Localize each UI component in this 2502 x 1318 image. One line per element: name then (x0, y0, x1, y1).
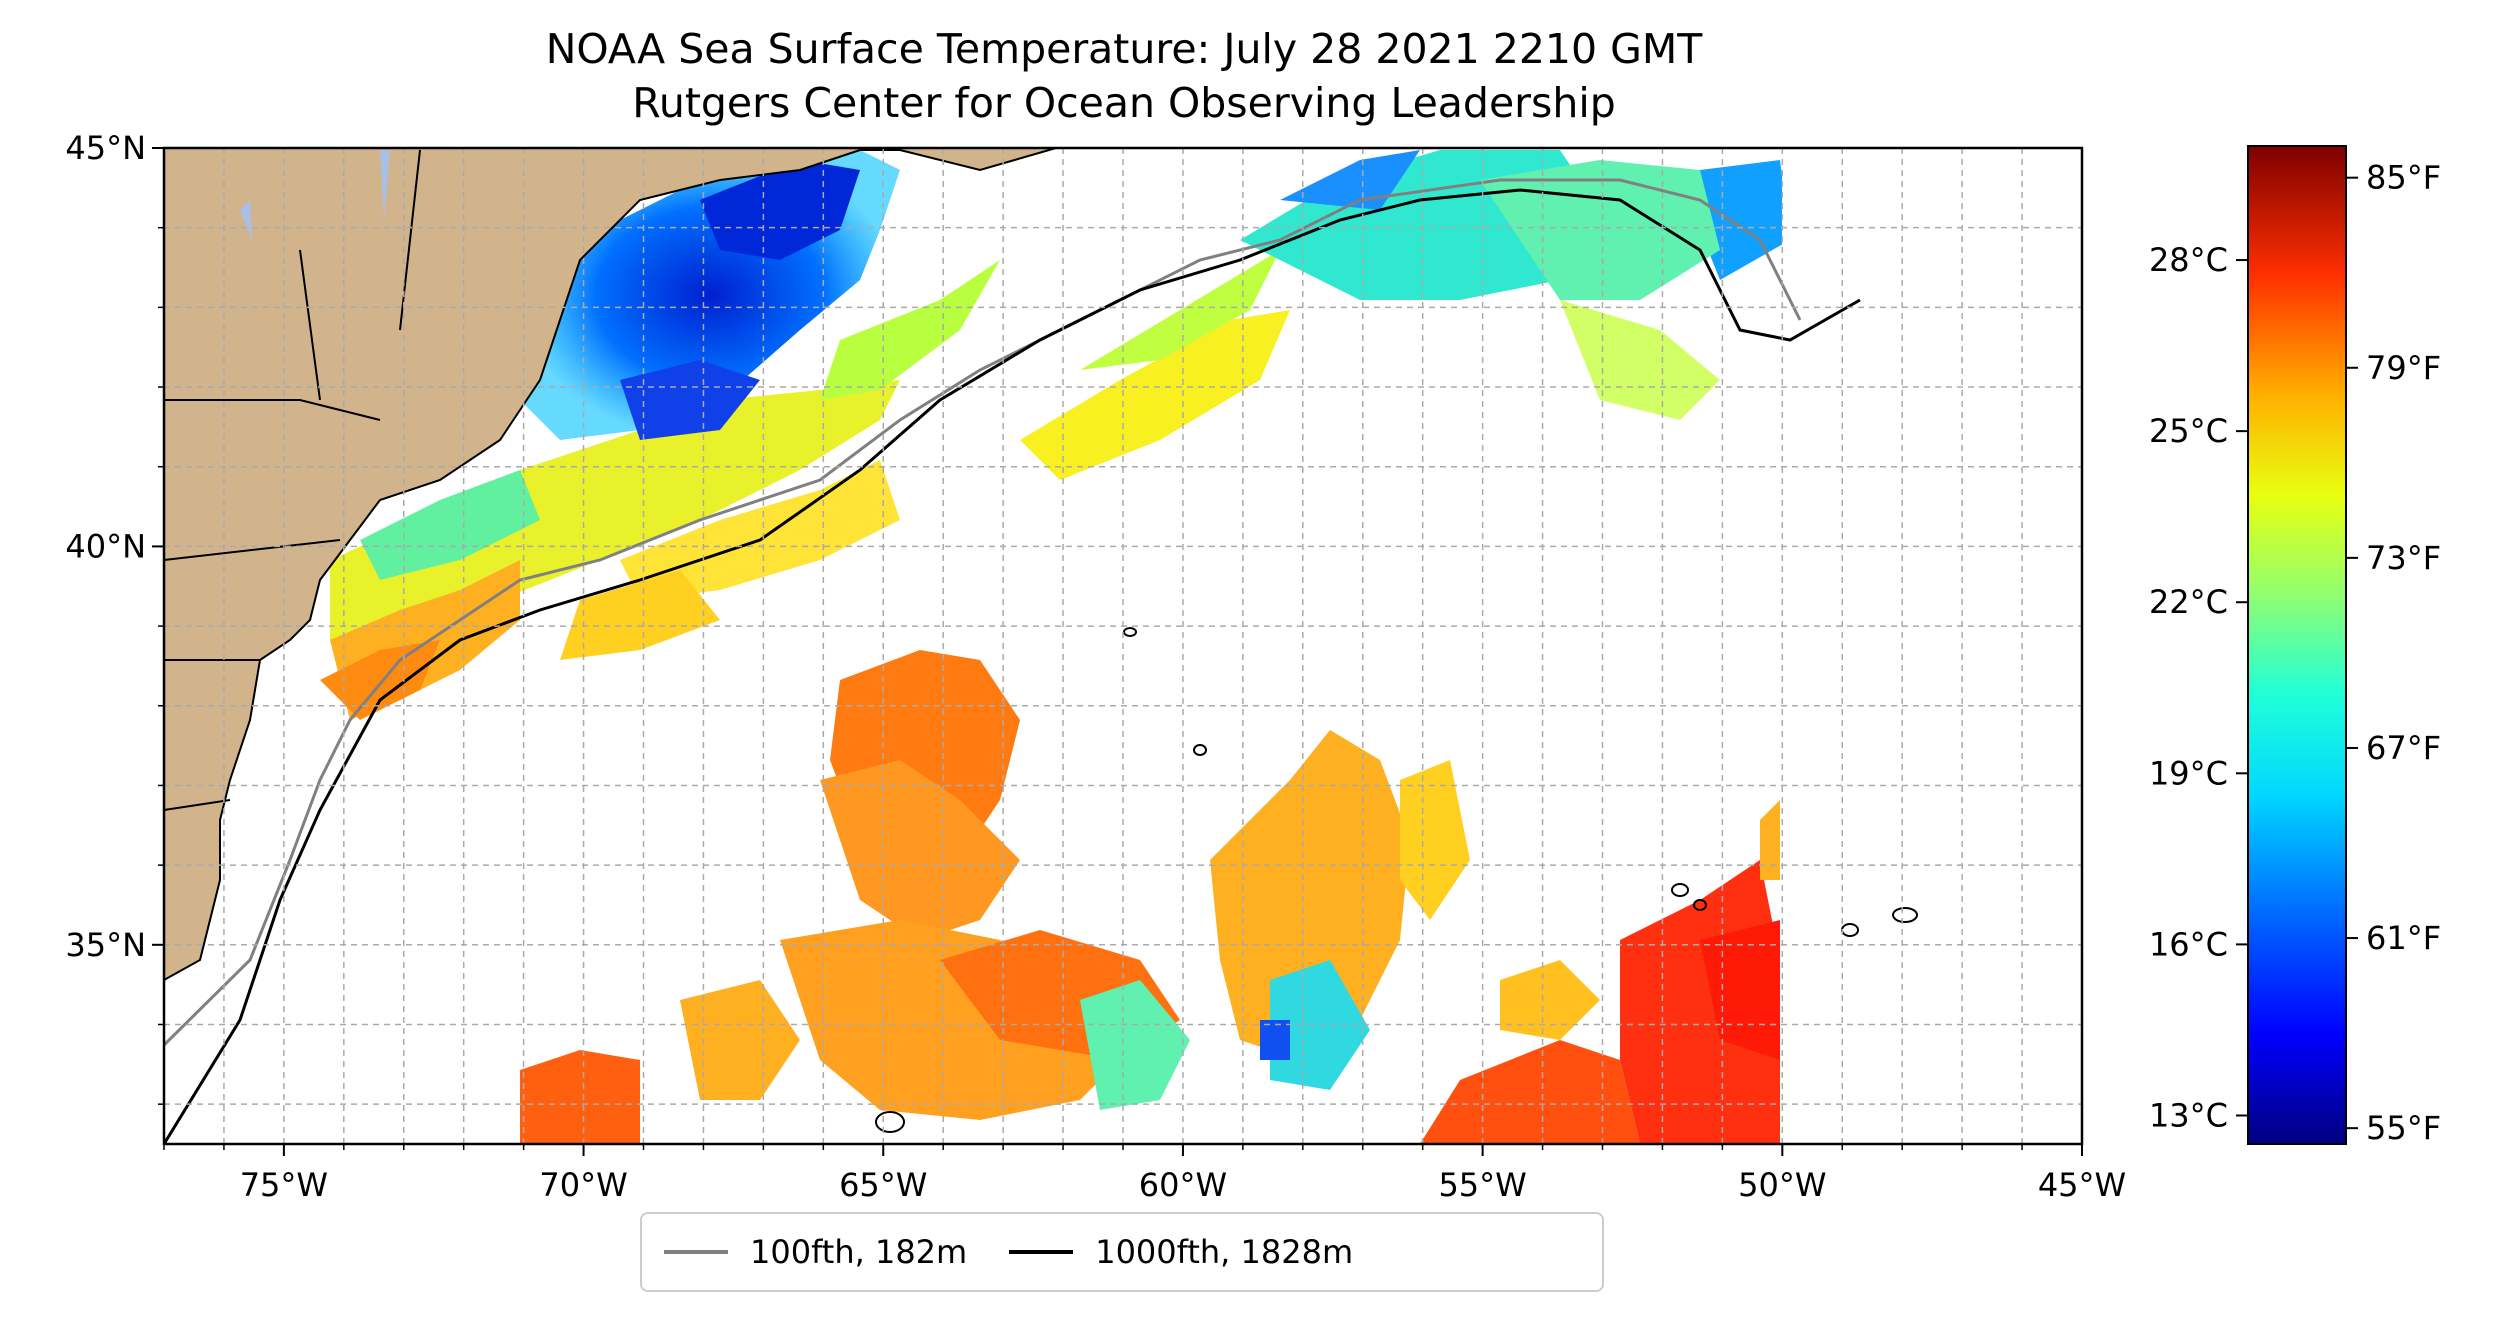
lon-tick-label: 60°W (1139, 1166, 1227, 1204)
land (164, 148, 1057, 982)
legend-line-black (1009, 1250, 1074, 1254)
colorbar-celsius-ticks: 13°C 16°C 19°C 22°C 25°C 28°C (2149, 241, 2248, 1134)
colorbar-gradient (2247, 145, 2347, 1145)
legend-label: 1000fth, 1828m (1095, 1233, 1354, 1271)
legend-item-1000fth: 1000fth, 1828m (1009, 1233, 1353, 1271)
colorbar-f-label: 67°F (2366, 729, 2441, 767)
chart-title: NOAA Sea Surface Temperature: July 28 20… (545, 25, 1703, 73)
gridlines (164, 148, 2082, 1144)
lon-tick-label: 70°W (539, 1166, 627, 1204)
lon-tick-label: 65°W (839, 1166, 927, 1204)
colorbar-c-label: 25°C (2149, 412, 2228, 450)
colorbar-c-label: 19°C (2149, 754, 2228, 792)
isobath-1000fth (164, 188, 1861, 1144)
colorbar-f-label: 55°F (2366, 1109, 2441, 1147)
colorbar-fahrenheit-ticks: 55°F 61°F 67°F 73°F 79°F 85°F (2346, 159, 2441, 1147)
lat-tick-label: 40°N (65, 527, 146, 565)
lakes (240, 150, 390, 240)
lat-tick-label: 45°N (65, 129, 146, 167)
legend: 100fth, 182m 1000fth, 1828m (640, 1212, 1604, 1292)
state-borders (164, 149, 421, 811)
colorbar-c-label: 16°C (2149, 925, 2228, 963)
latitude-axis: 45°N 40°N 35°N (65, 129, 164, 1105)
colorbar-c-label: 22°C (2149, 583, 2228, 621)
lon-tick-label: 50°W (1738, 1166, 1826, 1204)
lon-tick-label: 45°W (2038, 1166, 2126, 1204)
isobath-100fth (164, 178, 1802, 1047)
colorbar-c-label: 13°C (2149, 1096, 2228, 1134)
colorbar-f-label: 61°F (2366, 919, 2441, 957)
colorbar: 13°C 16°C 19°C 22°C 25°C 28°C 55°F 61°F 67°F 73°… (2149, 145, 2441, 1147)
lat-tick-label: 35°N (65, 926, 146, 964)
lon-tick-label: 55°W (1438, 1166, 1526, 1204)
legend-label: 100fth, 182m (750, 1233, 968, 1271)
colorbar-f-label: 73°F (2366, 539, 2441, 577)
chart-subtitle: Rutgers Center for Ocean Observing Leade… (632, 79, 1616, 127)
no-data-region (1782, 148, 2082, 1144)
colorbar-c-label: 28°C (2149, 241, 2228, 279)
legend-line-gray (664, 1250, 728, 1254)
colorbar-f-label: 85°F (2366, 159, 2441, 197)
lon-tick-label: 75°W (240, 1166, 328, 1204)
colorbar-f-label: 79°F (2366, 349, 2441, 387)
legend-item-100fth: 100fth, 182m (664, 1233, 967, 1271)
longitude-axis: 75°W 70°W 65°W 60°W 55°W 50°W 45°W (163, 1144, 2126, 1204)
